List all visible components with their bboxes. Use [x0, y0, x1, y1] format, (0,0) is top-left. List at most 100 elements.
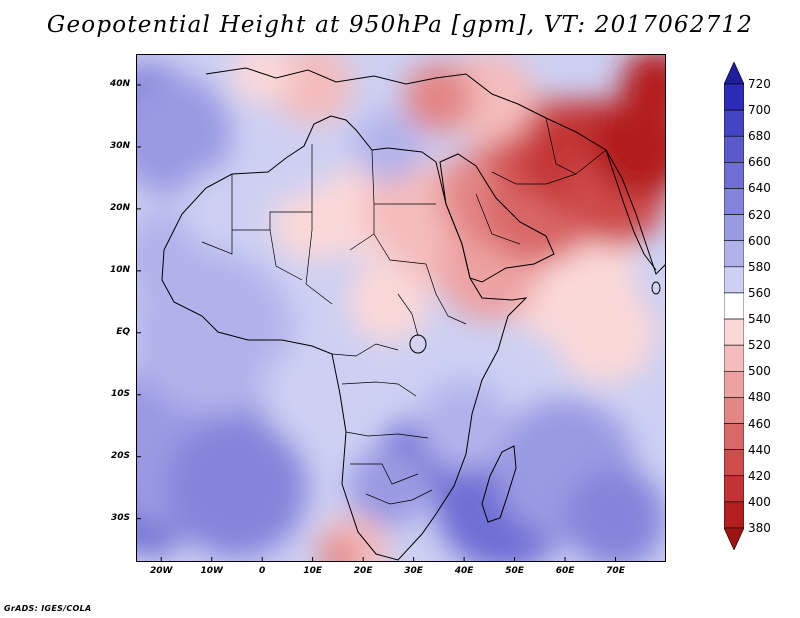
- lat-label: EQ: [116, 326, 130, 337]
- colorbar-swatch: [724, 162, 744, 189]
- lon-label: 50E: [505, 566, 524, 576]
- colorbar-swatch: [724, 449, 744, 477]
- border-line: [350, 463, 419, 485]
- grads-credit: GrADS: IGES/COLA: [4, 604, 92, 613]
- border-line: [305, 144, 333, 305]
- field-blob-15: [262, 344, 364, 446]
- border-line: [341, 381, 417, 397]
- colorbar-level-label: 700: [748, 103, 771, 118]
- colorbar-swatch: [724, 109, 744, 137]
- colorbar-level-label: 500: [748, 364, 771, 379]
- border-line: [475, 193, 521, 245]
- lat-label: 40N: [109, 78, 130, 89]
- colorbar: [724, 62, 744, 550]
- field-blob-32: [620, 54, 666, 121]
- border-line: [269, 229, 303, 281]
- border-line: [365, 489, 433, 505]
- colorbar-bottom-arrow: [724, 527, 744, 550]
- field-blob-37: [353, 111, 424, 183]
- colorbar-level-label: 680: [748, 129, 771, 144]
- border-line: [345, 431, 429, 439]
- india-coastline: [605, 149, 657, 271]
- chart-title: Geopotential Height at 950hPa [gpm], VT:…: [46, 12, 754, 38]
- lon-label: 10W: [200, 566, 223, 576]
- field-blob-19: [554, 282, 656, 384]
- field-blob-17: [317, 535, 359, 562]
- lon-label: 20E: [353, 566, 373, 576]
- colorbar-level-label: 440: [748, 442, 771, 457]
- border-line: [545, 117, 607, 175]
- border-line: [201, 230, 233, 255]
- colorbar-level-label: 460: [748, 416, 771, 431]
- border-line: [331, 343, 399, 357]
- colorbar-level-label: 640: [748, 181, 771, 196]
- colorbar-swatch: [724, 397, 744, 424]
- eurasia-coastline: [205, 67, 666, 275]
- colorbar-level-label: 520: [748, 338, 771, 353]
- lat-label: 10S: [110, 388, 130, 399]
- lat-label: 10N: [109, 264, 130, 275]
- colorbar-level-label: 560: [748, 285, 771, 300]
- colorbar-swatch: [724, 214, 744, 242]
- field-shading: [136, 54, 666, 562]
- colorbar-swatch: [724, 292, 744, 320]
- colorbar-level-label: 620: [748, 207, 771, 222]
- lon-label: 30E: [404, 566, 423, 576]
- lon-label: 20W: [150, 566, 173, 576]
- colorbar-level-label: 540: [748, 312, 771, 327]
- lat-label: 30N: [109, 140, 130, 151]
- field-blob-35: [272, 54, 354, 126]
- colorbar-top-arrow: [724, 62, 744, 85]
- field-blob-36: [231, 54, 293, 103]
- colorbar-swatch: [724, 475, 744, 503]
- colorbar-level-label: 380: [748, 521, 771, 535]
- lon-label: 10E: [303, 566, 322, 576]
- colorbar-swatch: [724, 135, 744, 163]
- madagascar-coastline: [481, 445, 517, 523]
- colorbar-level-label: 660: [748, 155, 771, 170]
- colorbar-level-label: 480: [748, 390, 771, 405]
- field-blob-13: [348, 447, 429, 529]
- country-borders: [201, 117, 607, 505]
- colorbar-swatch: [724, 240, 744, 268]
- field-blob-3: [166, 416, 308, 559]
- field-blob-34: [403, 62, 475, 133]
- colorbar-swatch: [724, 188, 744, 215]
- field-blob-20: [348, 261, 429, 343]
- lon-label: 0: [259, 566, 266, 576]
- field-blob-11: [565, 468, 666, 562]
- lat-label: 20N: [109, 202, 130, 213]
- colorbar-swatch: [724, 83, 744, 111]
- lon-label: 40E: [454, 566, 474, 576]
- border-line: [491, 171, 577, 185]
- colorbar-level-label: 420: [748, 468, 771, 483]
- geopotential-map: [136, 54, 666, 562]
- sri-lanka-outline: [651, 281, 661, 295]
- field-blob-31: [590, 96, 666, 198]
- colorbar-swatch: [724, 344, 744, 372]
- coastlines: [161, 67, 666, 561]
- lat-label: 20S: [110, 450, 130, 461]
- border-line: [425, 263, 467, 325]
- colorbar-swatch: [724, 370, 744, 398]
- field-blob-22: [272, 180, 354, 262]
- colorbar-level-label: 400: [748, 494, 771, 509]
- border-line: [349, 149, 375, 251]
- map-border: [136, 54, 666, 562]
- colorbar-level-label: 720: [748, 77, 771, 91]
- colorbar-swatch: [724, 318, 744, 346]
- border-line: [397, 293, 419, 337]
- colorbar-swatch: [724, 501, 744, 529]
- arabia-coastline: [439, 153, 555, 283]
- colorbar-level-label: 580: [748, 259, 771, 274]
- field-blob-39: [181, 168, 263, 250]
- field-blob-14: [418, 380, 510, 472]
- border-line: [373, 233, 427, 265]
- colorbar-level-label: 600: [748, 233, 771, 248]
- field-blob-38: [247, 118, 328, 200]
- colorbar-swatch: [724, 266, 744, 294]
- map-panel: [136, 54, 666, 562]
- lat-label: 30S: [110, 512, 130, 523]
- lon-label: 60E: [555, 566, 575, 576]
- lon-label: 70E: [606, 566, 625, 576]
